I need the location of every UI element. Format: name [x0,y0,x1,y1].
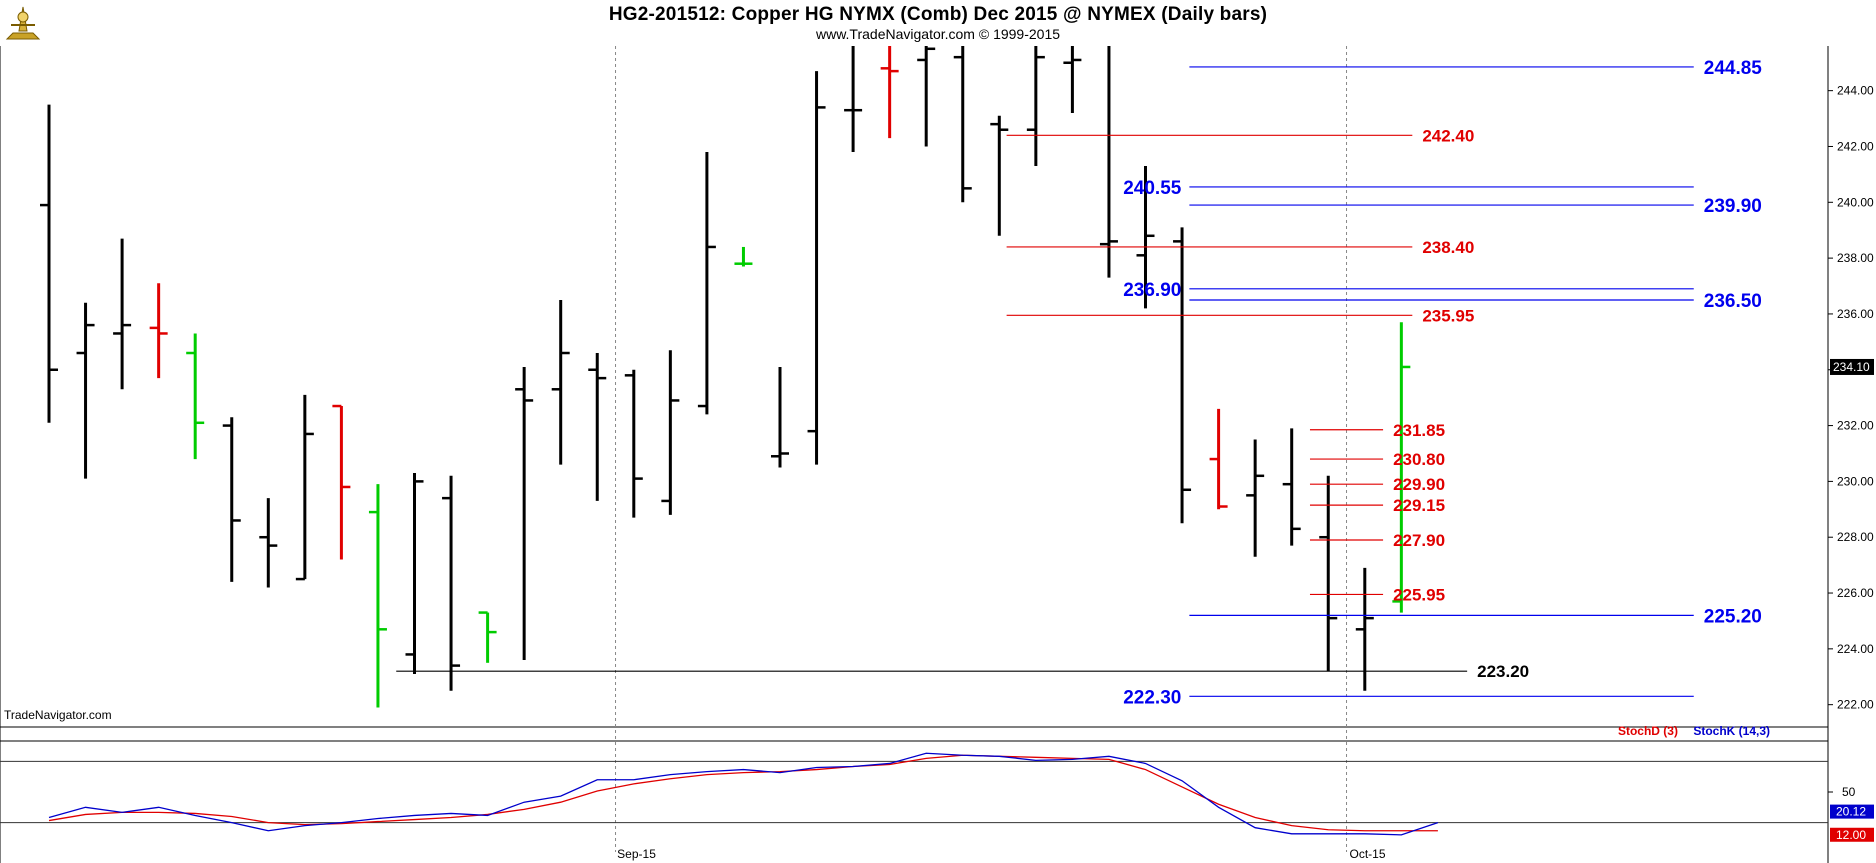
last-price-label: 234.10 [1833,360,1870,374]
stoch-value-label: 20.12 [1836,805,1866,819]
level-label: 225.20 [1704,606,1762,627]
level-label: 242.40 [1422,126,1474,145]
x-tick-label: Oct-15 [1350,847,1386,861]
stochastic-legend: StochD (3) StochK (14,3) [1618,724,1770,738]
y-tick-label: 232.00 [1837,419,1874,433]
trade-navigator-logo-icon [5,6,41,40]
level-label: 231.85 [1393,421,1445,440]
level-label: 238.40 [1422,238,1474,257]
legend-stoch-k: StochK (14,3) [1693,724,1770,738]
x-tick-label: Sep-15 [617,847,656,861]
y-tick-label: 240.00 [1837,195,1874,209]
level-label: 235.95 [1422,306,1474,325]
level-label: 225.95 [1393,585,1445,604]
y-tick-label: 228.00 [1837,530,1874,544]
level-label: 244.85 [1704,58,1763,79]
price-panel: Sep-15 Oct-15 222.00 224.00 226.00 228.00 230.… [0,46,1874,863]
legend-stoch-d: StochD (3) [1617,724,1678,738]
level-label: 230.80 [1393,450,1445,469]
level-label: 236.90 [1123,280,1181,301]
stoch-y-tick-label: 50 [1842,785,1856,799]
stoch-value-badge [1830,804,1874,819]
level-label: 222.30 [1123,687,1181,708]
copyright-text: www.TradeNavigator.com © 1999-2015 [815,26,1061,42]
y-tick-label: 222.00 [1837,698,1874,712]
stoch-value-badge [1830,827,1874,842]
y-tick-label: 230.00 [1837,474,1874,488]
level-label: 236.50 [1704,291,1762,312]
y-tick-label: 236.00 [1837,307,1874,321]
level-label: 239.90 [1704,196,1762,217]
y-tick-label: 226.00 [1837,586,1874,600]
y-tick-label: 224.00 [1837,642,1874,656]
stochastic-panel: 50 12.00 20.12 [0,740,1874,842]
last-price-badge [1830,358,1874,375]
y-tick-label: 244.00 [1837,84,1874,98]
level-label: 229.15 [1393,496,1445,515]
y-tick-label: 242.00 [1837,139,1874,153]
stoch-series-line [48,752,1439,836]
stoch-value-label: 12.00 [1836,828,1866,842]
level-label: 223.20 [1477,662,1529,681]
level-label: 229.90 [1393,475,1445,494]
chart-title: HG2-201512: Copper HG NYMX (Comb) Dec 20… [608,4,1268,25]
level-label: 240.55 [1123,178,1182,199]
y-tick-label: 238.00 [1837,251,1874,265]
level-label: 227.90 [1393,531,1445,550]
watermark-text: TradeNavigator.com [4,708,112,722]
